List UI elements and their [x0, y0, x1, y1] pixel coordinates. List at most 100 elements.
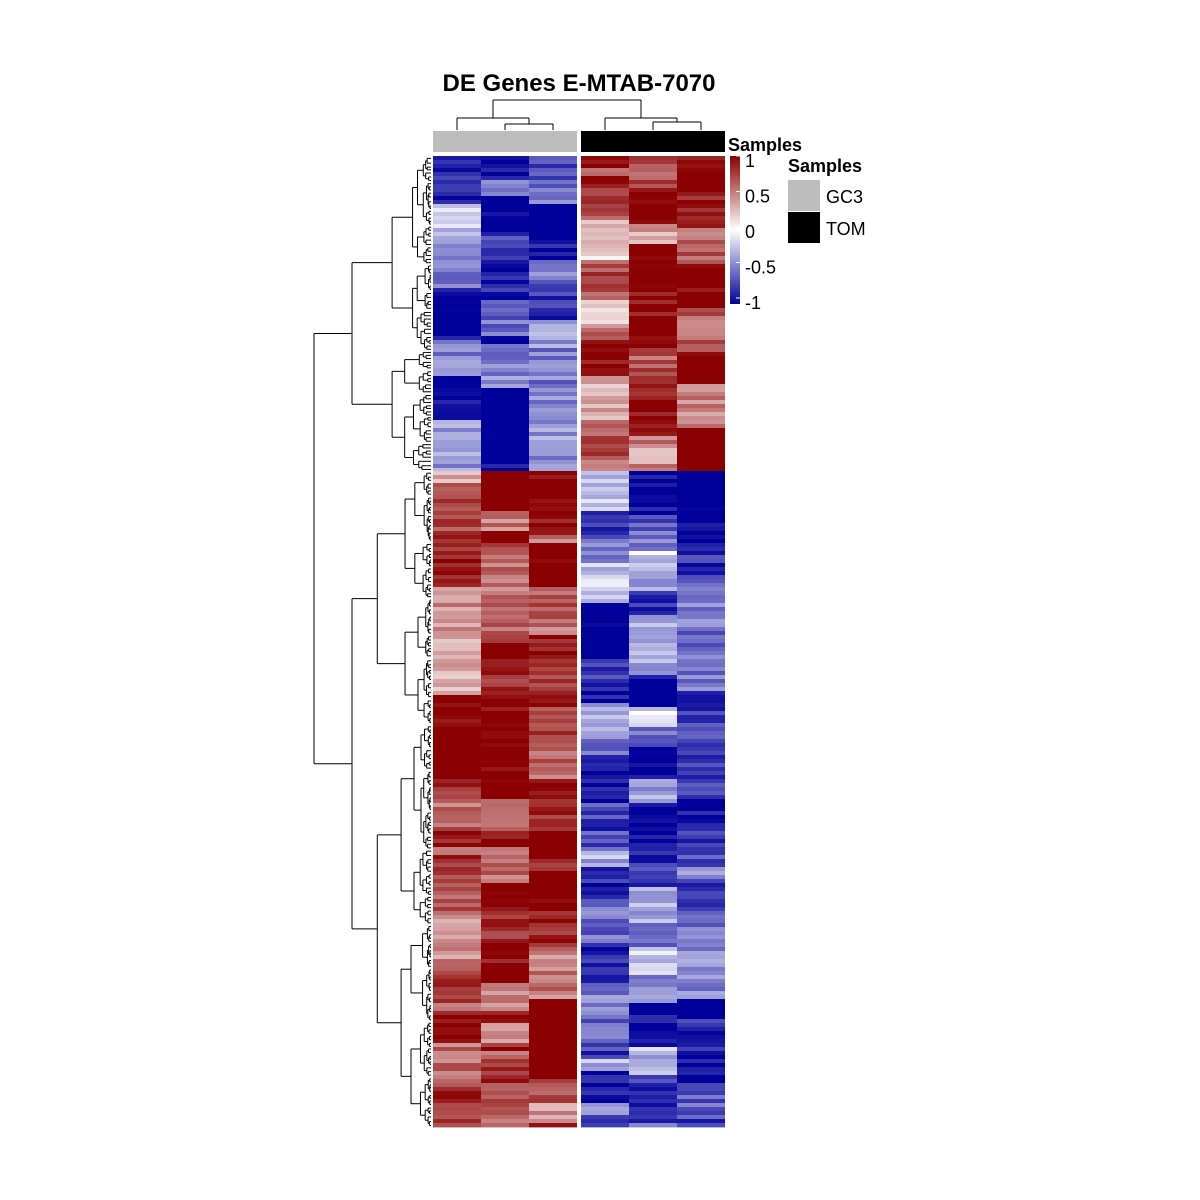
heatmap-cell [529, 915, 577, 920]
heatmap-cell [481, 655, 529, 660]
heatmap-cell [629, 1047, 677, 1052]
heatmap-cell [581, 300, 629, 305]
heatmap-cell [581, 404, 629, 409]
heatmap-cell [677, 727, 725, 732]
heatmap-cell [677, 487, 725, 492]
heatmap-cell [677, 883, 725, 888]
heatmap-cell [677, 871, 725, 876]
heatmap-cell [677, 1083, 725, 1088]
heatmap-cell [481, 300, 529, 305]
heatmap-cell [481, 503, 529, 508]
heatmap-cell [529, 935, 577, 940]
heatmap-cell [529, 332, 577, 337]
heatmap-cell [581, 320, 629, 325]
heatmap-cell [433, 444, 481, 449]
heatmap-cell [581, 1043, 629, 1048]
heatmap-cell [433, 791, 481, 796]
heatmap-cell [481, 1039, 529, 1044]
heatmap-cell [481, 851, 529, 856]
heatmap-cell [677, 228, 725, 233]
heatmap-cell [481, 328, 529, 333]
heatmap-cell [529, 631, 577, 636]
heatmap-cell [529, 655, 577, 660]
heatmap-cell [433, 915, 481, 920]
heatmap-cell [529, 715, 577, 720]
heatmap-cell [433, 424, 481, 429]
heatmap-cell [433, 879, 481, 884]
heatmap-cell [433, 1103, 481, 1108]
heatmap-cell [481, 863, 529, 868]
heatmap-cell [629, 392, 677, 397]
heatmap-cell [529, 452, 577, 457]
heatmap-cell [629, 707, 677, 712]
heatmap-cell [433, 432, 481, 437]
heatmap-cell [629, 815, 677, 820]
heatmap-cell [677, 639, 725, 644]
color-legend-title: Samples [728, 135, 802, 155]
heatmap-cell [481, 831, 529, 836]
heatmap-cell [581, 252, 629, 257]
heatmap-cell [629, 711, 677, 716]
heatmap-cell [629, 995, 677, 1000]
heatmap-cell [677, 735, 725, 740]
heatmap-cell [581, 396, 629, 401]
heatmap-cell [629, 551, 677, 556]
heatmap-cell [629, 304, 677, 309]
heatmap-cell [581, 328, 629, 333]
heatmap-cell [581, 863, 629, 868]
heatmap-cell [433, 204, 481, 209]
heatmap-cell [677, 623, 725, 628]
heatmap-cell [629, 336, 677, 341]
heatmap-cell [481, 204, 529, 209]
heatmap-cell [629, 803, 677, 808]
heatmap-cell [629, 300, 677, 305]
heatmap-cell [529, 160, 577, 165]
heatmap-cell [581, 236, 629, 241]
heatmap-cell [481, 763, 529, 768]
heatmap-cell [581, 284, 629, 289]
heatmap-cell [629, 747, 677, 752]
heatmap-cell [629, 1091, 677, 1096]
heatmap-cell [629, 1123, 677, 1128]
heatmap-cell [677, 1031, 725, 1036]
heatmap-cell [433, 388, 481, 393]
heatmap-cell [433, 280, 481, 285]
heatmap-cell [677, 436, 725, 441]
heatmap-cell [481, 1067, 529, 1072]
heatmap-cell [629, 875, 677, 880]
heatmap-cell [677, 252, 725, 257]
heatmap-cell [677, 979, 725, 984]
heatmap-cell [629, 971, 677, 976]
heatmap-cell [581, 292, 629, 297]
heatmap-cell [433, 416, 481, 421]
heatmap-cell [481, 160, 529, 165]
heatmap-cell [433, 839, 481, 844]
heatmap-cell [581, 1059, 629, 1064]
heatmap-cell [629, 1007, 677, 1012]
heatmap-cell [529, 1071, 577, 1076]
heatmap-cell [433, 783, 481, 788]
heatmap-cell [629, 999, 677, 1004]
heatmap-cell [581, 895, 629, 900]
heatmap-cell [481, 687, 529, 692]
heatmap-cell [677, 931, 725, 936]
heatmap-cell [433, 611, 481, 616]
heatmap-cell [677, 1019, 725, 1024]
heatmap-cell [581, 515, 629, 520]
heatmap-cell [433, 551, 481, 556]
heatmap-cell [581, 623, 629, 628]
heatmap-cell [433, 711, 481, 716]
heatmap-cell [629, 1111, 677, 1116]
heatmap-cell [629, 444, 677, 449]
heatmap-cell [581, 699, 629, 704]
heatmap-cell [529, 352, 577, 357]
heatmap-cell [629, 991, 677, 996]
heatmap-cell [629, 531, 677, 536]
heatmap-cell [677, 184, 725, 189]
heatmap-cell [581, 955, 629, 960]
heatmap-cell [481, 935, 529, 940]
heatmap-cell [481, 344, 529, 349]
heatmap-cell [433, 1035, 481, 1040]
heatmap-cell [529, 751, 577, 756]
heatmap-cell [629, 779, 677, 784]
